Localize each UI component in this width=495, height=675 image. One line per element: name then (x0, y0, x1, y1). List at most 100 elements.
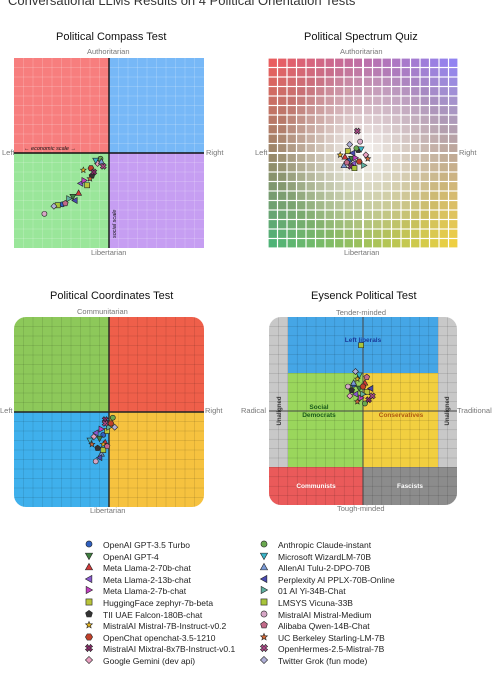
data-point (92, 157, 100, 165)
legend-marker-icon (84, 552, 94, 560)
data-point (86, 174, 94, 182)
legend-item: MistralAI Mixtral-8x7B-Instruct-v0.1 (84, 642, 236, 655)
data-point (362, 400, 368, 407)
legend-marker (260, 540, 268, 548)
legend-item: MistralAI Mistral-7B-Instruct-v0.2 (84, 619, 226, 631)
legend-label: Meta Llama-2-13b-chat (103, 574, 191, 585)
data-point (341, 153, 349, 160)
data-point (346, 141, 354, 148)
quadrant-auth-right (109, 58, 204, 153)
legend-label: TII UAE Falcon-180B-chat (103, 609, 203, 620)
data-point (100, 447, 107, 453)
data-point (81, 177, 88, 185)
legend-marker (85, 609, 93, 617)
legend-marker-icon (259, 562, 269, 571)
legend-marker-icon (260, 540, 268, 548)
legend-item: OpenChat openchat-3.5-1210 (84, 631, 216, 643)
legend-label: UC Berkeley Starling-LM-7B (278, 632, 385, 643)
fascists-region (363, 467, 457, 505)
left-liberals-label: Left liberals (345, 337, 382, 344)
data-point (90, 168, 98, 176)
data-point (357, 146, 365, 153)
data-point (351, 390, 359, 398)
data-point (352, 368, 359, 375)
spectrum-bottom-label: Libertarian (344, 248, 380, 257)
legend-marker-icon (259, 552, 269, 560)
compass-top-label: Authoritarian (87, 47, 130, 56)
quadrant-comm-right (109, 317, 204, 412)
legend-marker (85, 598, 93, 606)
legend-marker (259, 644, 269, 653)
legend-marker (84, 620, 94, 629)
eysenck-right-label: Traditional (457, 406, 492, 415)
spectrum-gradient-grid (268, 58, 458, 248)
legend-item: Alibaba Qwen-14B-Chat (259, 619, 370, 632)
data-point (94, 444, 101, 451)
legend-label: OpenChat openchat-3.5-1210 (103, 632, 216, 643)
economic-scale-label: ← economic scale → (24, 146, 76, 152)
legend-item: Meta Llama-2-7b-chat (84, 584, 186, 596)
data-point (351, 165, 358, 172)
spectrum-chart (268, 58, 458, 248)
data-point (350, 379, 358, 386)
spectrum-top-label: Authoritarian (340, 47, 383, 56)
legend-marker (260, 598, 268, 606)
coordinates-top-label: Communitarian (77, 307, 128, 316)
legend-marker-icon (85, 598, 93, 606)
data-point (360, 390, 367, 398)
eysenck-bottom-label: Tough-minded (337, 504, 385, 513)
social-scale-label: social scale (112, 210, 118, 238)
legend-label: Alibaba Qwen-14B-Chat (278, 621, 370, 632)
data-point (50, 202, 58, 210)
data-point (92, 429, 99, 437)
data-point (69, 194, 77, 201)
data-point (66, 195, 73, 203)
coordinates-title: Political Coordinates Test (50, 290, 174, 302)
data-point (95, 454, 103, 462)
legend-marker-icon (259, 574, 268, 583)
fascists-label: Fascists (397, 483, 423, 490)
data-point (336, 151, 344, 158)
data-point (95, 435, 104, 443)
legend-marker-icon (259, 655, 269, 665)
coordinates-right-label: Right (205, 406, 223, 415)
legend-label: OpenHermes-2.5-Mistral-7B (278, 644, 385, 655)
communists-label: Communists (296, 483, 336, 490)
legend-marker (259, 632, 269, 641)
legend-marker (84, 562, 94, 571)
legend-marker (85, 586, 94, 595)
data-point (366, 384, 374, 392)
legend-marker-icon (260, 610, 268, 617)
eysenck-left-label: Radical (241, 406, 267, 415)
eysenck-title: Eysenck Political Test (311, 290, 417, 302)
unaligned-left-label: Unaligned (277, 396, 283, 425)
data-point (343, 159, 351, 166)
legend-marker (85, 540, 93, 548)
legend-item: Meta Llama-2-70b-chat (84, 561, 191, 573)
legend-label: Twitter Grok (fun mode) (278, 656, 368, 666)
data-point (98, 425, 106, 433)
legend-item: Twitter Grok (fun mode) (259, 654, 368, 666)
legend-marker-icon (84, 574, 93, 583)
coordinates-chart (14, 317, 204, 507)
legend-item: AllenAI Tulu-2-DPO-70B (259, 561, 370, 573)
quadrant-lib-right (109, 153, 204, 248)
legend-label: OpenAI GPT-4 (103, 551, 159, 562)
data-point (79, 166, 87, 174)
compass-bottom-label: Libertarian (91, 248, 127, 257)
legend-label: MistralAI Mixtral-8x7B-Instruct-v0.1 (103, 644, 236, 655)
legend-label: HuggingFace zephyr-7b-beta (103, 598, 214, 608)
unaligned-right-label: Unaligned (445, 396, 451, 425)
legend-label: LMSYS Vicuna-33B (278, 598, 353, 608)
compass-left-label: Left (2, 148, 15, 157)
legend-marker-icon (84, 644, 94, 653)
coordinates-bottom-label: Libertarian (90, 506, 126, 515)
data-point (361, 161, 368, 169)
legend-label: Anthropic Claude-instant (278, 540, 372, 550)
legend-item: UC Berkeley Starling-LM-7B (259, 631, 385, 643)
legend-item: OpenAI GPT-4 (84, 550, 159, 562)
data-point (86, 437, 94, 445)
data-point (109, 414, 116, 421)
page-title: Conversational LLMs Results on 4 Politic… (8, 0, 356, 8)
